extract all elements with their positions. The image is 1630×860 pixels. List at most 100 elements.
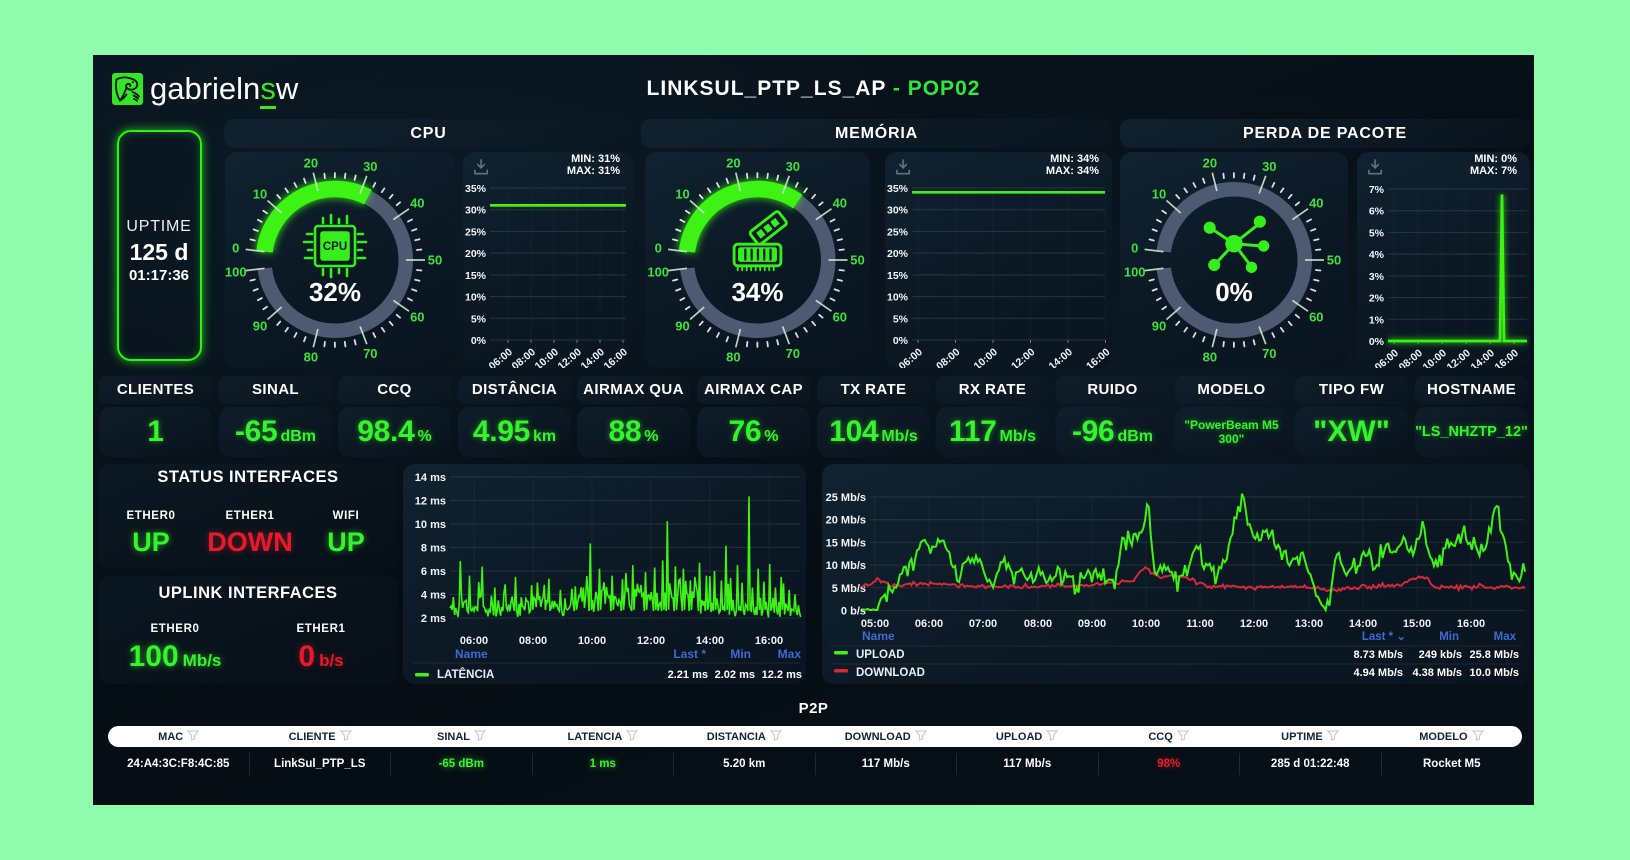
svg-text:2 ms: 2 ms — [421, 613, 446, 625]
svg-text:90: 90 — [1152, 319, 1166, 334]
svg-text:0: 0 — [1131, 241, 1138, 256]
svg-text:50: 50 — [850, 253, 864, 268]
svg-text:0%: 0% — [1369, 336, 1385, 348]
svg-text:10: 10 — [675, 186, 689, 201]
svg-text:100: 100 — [647, 264, 669, 279]
svg-text:25 Mb/s: 25 Mb/s — [826, 492, 866, 504]
svg-text:20 Mb/s: 20 Mb/s — [826, 515, 866, 527]
svg-text:80: 80 — [1203, 350, 1217, 365]
svg-text:MIN: 34%: MIN: 34% — [1050, 153, 1099, 165]
svg-text:09:00: 09:00 — [1078, 618, 1106, 630]
svg-text:60: 60 — [410, 309, 424, 324]
svg-text:Max: Max — [778, 647, 802, 661]
svg-text:1%: 1% — [1369, 314, 1385, 326]
svg-text:20%: 20% — [887, 248, 909, 260]
svg-text:MAX: 31%: MAX: 31% — [567, 165, 620, 177]
svg-text:35%: 35% — [465, 183, 487, 195]
svg-text:Max: Max — [1494, 631, 1517, 643]
svg-text:DOWNLOAD: DOWNLOAD — [856, 667, 925, 679]
svg-text:08:00: 08:00 — [519, 635, 547, 647]
svg-text:60: 60 — [1309, 309, 1323, 324]
svg-text:12:00: 12:00 — [1240, 618, 1268, 630]
svg-text:Min: Min — [1439, 631, 1459, 643]
svg-text:60: 60 — [833, 309, 847, 324]
svg-text:5%: 5% — [1369, 227, 1385, 239]
svg-text:16:00: 16:00 — [755, 635, 783, 647]
svg-text:40: 40 — [1309, 196, 1323, 211]
svg-text:5 Mb/s: 5 Mb/s — [832, 583, 866, 595]
svg-text:4%: 4% — [1369, 249, 1385, 261]
svg-text:Last *: Last * — [673, 647, 706, 661]
svg-text:16:00: 16:00 — [1493, 347, 1521, 368]
svg-text:30: 30 — [786, 159, 800, 174]
svg-text:Name: Name — [455, 647, 488, 661]
svg-text:14:00: 14:00 — [1047, 346, 1075, 368]
svg-text:2.21 ms: 2.21 ms — [668, 669, 708, 681]
svg-text:32%: 32% — [309, 277, 361, 307]
svg-text:4.94 Mb/s: 4.94 Mb/s — [1353, 667, 1403, 679]
svg-text:7%: 7% — [1369, 184, 1385, 196]
svg-text:0%: 0% — [1215, 277, 1253, 307]
svg-text:UPLOAD: UPLOAD — [856, 649, 905, 661]
svg-text:50: 50 — [1327, 253, 1341, 268]
svg-text:07:00: 07:00 — [969, 618, 997, 630]
svg-text:Min: Min — [730, 647, 751, 661]
svg-text:5%: 5% — [893, 313, 909, 325]
svg-text:15%: 15% — [887, 270, 909, 282]
svg-text:10: 10 — [253, 186, 267, 201]
svg-text:12.2 ms: 12.2 ms — [762, 669, 802, 681]
svg-text:MAX: 7%: MAX: 7% — [1470, 165, 1517, 177]
svg-text:30%: 30% — [887, 205, 909, 217]
svg-text:25%: 25% — [465, 226, 487, 238]
svg-text:20: 20 — [726, 155, 740, 170]
svg-text:30: 30 — [1262, 159, 1276, 174]
svg-text:3%: 3% — [1369, 271, 1385, 283]
svg-text:14 ms: 14 ms — [415, 472, 446, 484]
svg-text:16:00: 16:00 — [1457, 618, 1485, 630]
svg-text:12 ms: 12 ms — [415, 496, 446, 508]
svg-text:MAX: 34%: MAX: 34% — [1046, 165, 1099, 177]
svg-text:14:00: 14:00 — [1349, 618, 1377, 630]
svg-text:70: 70 — [363, 346, 377, 361]
svg-text:10%: 10% — [465, 292, 487, 304]
svg-text:16:00: 16:00 — [602, 346, 630, 368]
svg-text:40: 40 — [833, 196, 847, 211]
svg-text:4 ms: 4 ms — [421, 590, 446, 602]
svg-text:12:00: 12:00 — [1009, 346, 1037, 368]
svg-text:10 ms: 10 ms — [415, 519, 446, 531]
svg-text:10 Mb/s: 10 Mb/s — [826, 560, 866, 572]
svg-text:0: 0 — [232, 241, 239, 256]
svg-text:LATÊNCIA: LATÊNCIA — [437, 668, 494, 681]
svg-text:25.8 Mb/s: 25.8 Mb/s — [1469, 649, 1519, 661]
svg-text:0 b/s: 0 b/s — [841, 606, 866, 618]
svg-text:40: 40 — [410, 196, 424, 211]
svg-text:15:00: 15:00 — [1403, 618, 1431, 630]
svg-text:08:00: 08:00 — [1024, 618, 1052, 630]
svg-text:5%: 5% — [471, 313, 487, 325]
svg-text:70: 70 — [1262, 346, 1276, 361]
svg-text:2%: 2% — [1369, 293, 1385, 305]
svg-text:20: 20 — [1203, 155, 1217, 170]
svg-text:8.73 Mb/s: 8.73 Mb/s — [1353, 649, 1403, 661]
svg-text:30: 30 — [363, 159, 377, 174]
svg-text:Name: Name — [862, 629, 895, 643]
svg-text:15 Mb/s: 15 Mb/s — [826, 537, 866, 549]
svg-text:06:00: 06:00 — [897, 346, 925, 368]
svg-text:12:00: 12:00 — [637, 635, 665, 647]
svg-text:15%: 15% — [465, 270, 487, 282]
svg-text:16:00: 16:00 — [1084, 346, 1112, 368]
svg-text:70: 70 — [786, 346, 800, 361]
svg-text:11:00: 11:00 — [1186, 618, 1214, 630]
svg-text:05:00: 05:00 — [861, 618, 889, 630]
svg-text:MIN: 31%: MIN: 31% — [571, 153, 620, 165]
svg-text:14:00: 14:00 — [696, 635, 724, 647]
svg-text:CPU: CPU — [323, 241, 347, 253]
svg-text:0: 0 — [655, 241, 662, 256]
svg-text:10:00: 10:00 — [578, 635, 606, 647]
svg-text:06:00: 06:00 — [460, 635, 488, 647]
svg-text:2.02 ms: 2.02 ms — [715, 669, 755, 681]
svg-text:0%: 0% — [471, 335, 487, 347]
svg-text:80: 80 — [304, 350, 318, 365]
svg-text:10:00: 10:00 — [972, 346, 1000, 368]
svg-text:80: 80 — [726, 350, 740, 365]
